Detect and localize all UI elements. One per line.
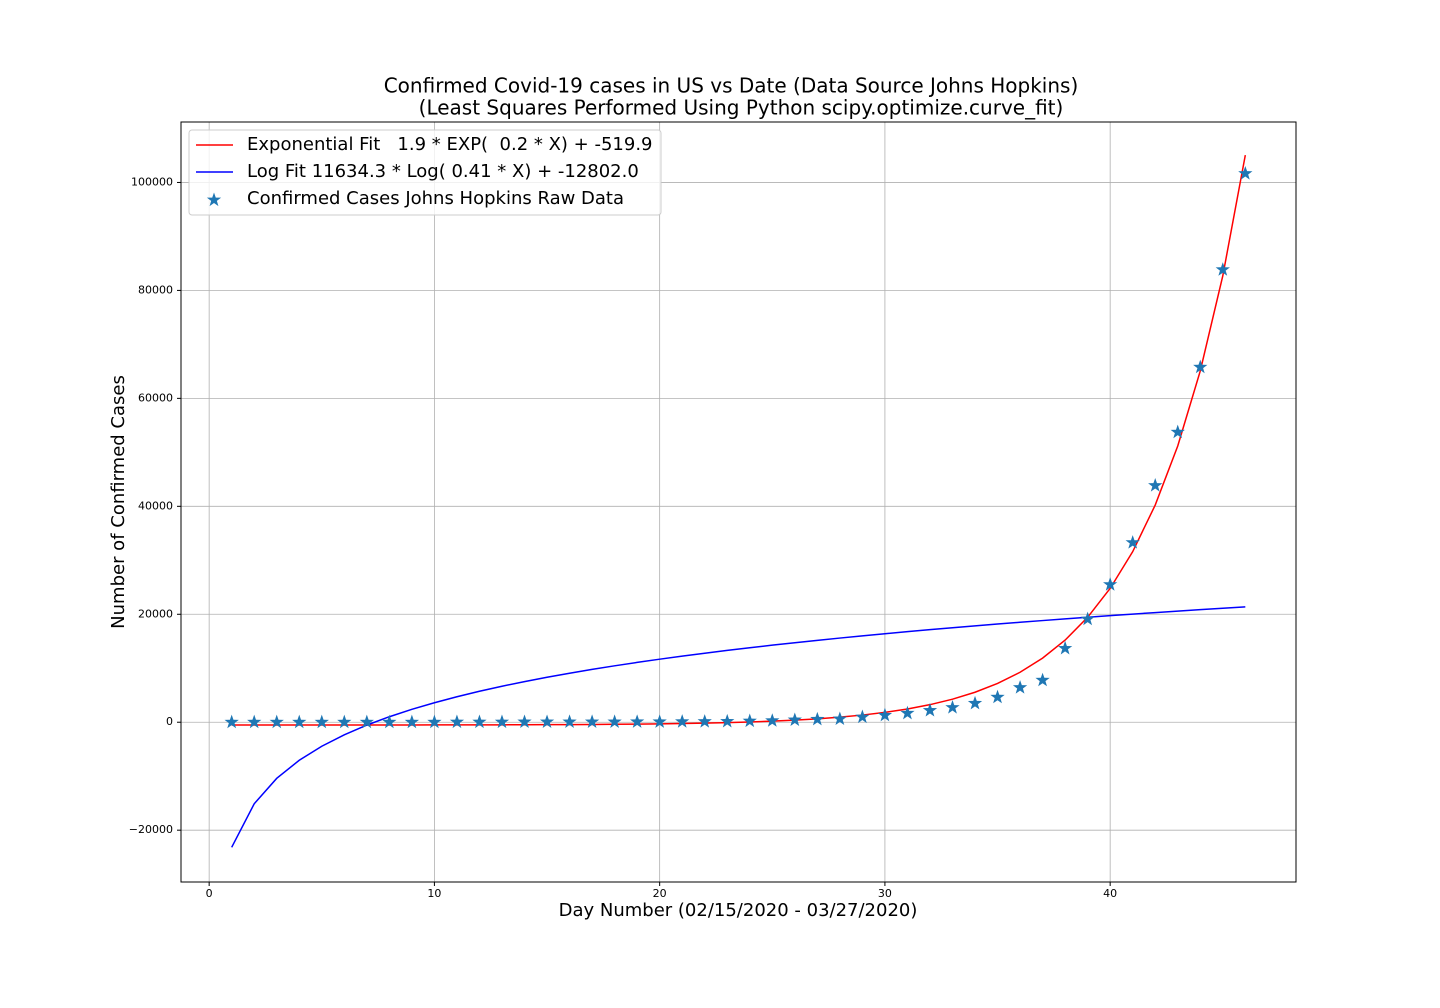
x-tick-label: 0 [206,887,213,900]
data-point [1012,680,1028,694]
data-point [652,714,667,728]
data-point [404,714,420,729]
data-point [584,714,600,728]
y-tick-label: 40000 [138,499,173,512]
y-axis-label: Number of Confirmed Cases [108,375,129,629]
y-tick-label: 0 [166,715,173,728]
data-point [675,714,690,728]
data-point [224,714,239,729]
data-point [1057,640,1073,655]
data-point [832,711,847,726]
data-point [630,714,645,728]
data-point [720,713,735,728]
y-tick-label: −20000 [129,823,173,836]
data-point [1035,672,1050,687]
data-point [810,711,825,726]
data-point [1080,611,1095,626]
data-point [449,714,465,729]
data-point [314,714,329,729]
legend-label: Log Fit 11634.3 * Log( 0.41 * X) + -1280… [247,161,639,182]
data-point [517,714,532,729]
data-point [967,695,983,710]
data-point [855,709,870,724]
data-point [1193,359,1208,374]
x-tick-label: 30 [878,887,892,900]
x-tick-label: 40 [1103,887,1117,900]
legend: Exponential Fit 1.9 * EXP( 0.2 * X) + -5… [188,129,662,216]
data-point [922,702,938,717]
data-point [269,714,284,729]
data-point [607,714,622,728]
data-point [427,714,442,729]
legend-label: Confirmed Cases Johns Hopkins Raw Data [247,188,624,209]
data-point [1125,535,1140,549]
y-tick-label: 80000 [138,283,173,296]
y-tick-label: 100000 [131,175,173,188]
chart-subtitle: (Least Squares Performed Using Python sc… [419,96,1064,120]
data-point [494,714,510,729]
y-tick-label: 20000 [138,607,173,620]
data-point [359,714,374,729]
data-point [1170,424,1185,439]
x-tick-label: 20 [653,887,667,900]
data-point [900,705,915,720]
y-tick-label: 60000 [138,391,173,404]
fit-line [231,154,1247,726]
data-point [1148,478,1163,492]
data-point [765,713,780,727]
data-point [472,714,487,729]
legend-box [188,129,662,216]
data-point [787,712,802,727]
chart-title: Confirmed Covid-19 cases in US vs Date (… [384,74,1079,98]
data-point [292,714,307,729]
data-point [337,714,352,729]
x-tick-label: 10 [427,887,441,900]
plot-frame [180,121,1297,883]
data-point [247,714,262,729]
x-axis-label: Day Number (02/15/2020 - 03/27/2020) [559,900,918,921]
data-point [945,700,960,714]
data-point [539,714,555,729]
legend-swatch [206,192,222,207]
fit-line [231,606,1246,848]
legend-label: Exponential Fit 1.9 * EXP( 0.2 * X) + -5… [247,134,653,155]
data-point [1215,262,1230,276]
data-point [562,714,577,728]
data-point [697,714,712,728]
data-point [990,689,1005,704]
data-point [742,713,757,728]
data-point [1238,166,1253,180]
data-point [382,714,397,729]
data-point [1103,577,1118,591]
data-point [877,707,893,722]
